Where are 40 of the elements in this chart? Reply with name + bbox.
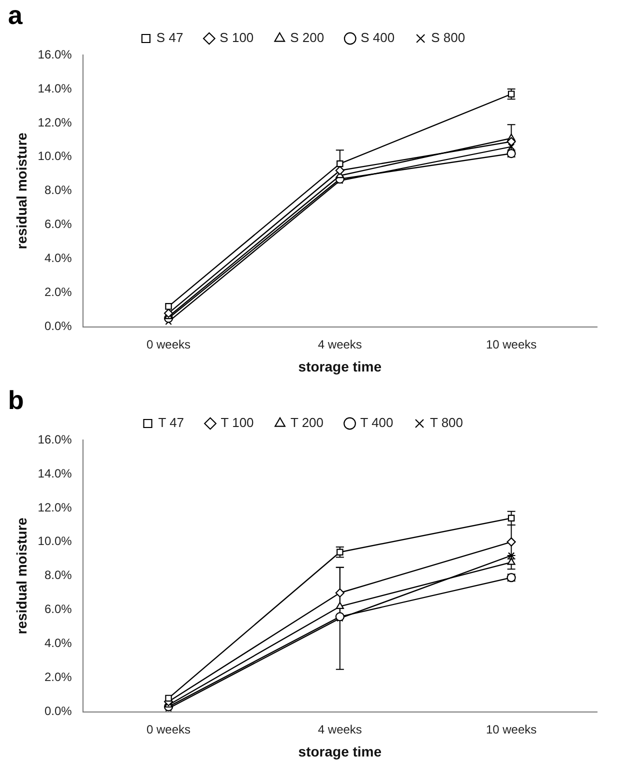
chart-title: a [8,0,22,31]
legend-label: T 100 [220,415,254,430]
chart-title: b [8,385,24,416]
legend-label: T 200 [290,415,324,430]
x-axis-title: storage time [298,358,382,374]
y-tick-label: 10.0% [38,149,72,164]
x-tick-label: 4 weeks [318,337,362,352]
y-tick-label: 12.0% [38,115,72,130]
y-tick-label: 8.0% [44,568,72,582]
legend-label: S 200 [290,30,324,46]
legend-label: T 800 [430,415,464,430]
legend-label: T 47 [158,415,184,430]
legend-label: S 47 [156,30,184,46]
x-axis-title: storage time [298,743,382,760]
y-tick-label: 4.0% [44,636,72,650]
legend-label: S 100 [220,30,254,46]
x-tick-label: 10 weeks [486,722,537,736]
y-tick-label: 16.0% [38,432,72,446]
y-tick-label: 14.0% [38,466,72,480]
y-tick-label: 12.0% [38,500,72,514]
y-tick-label: 2.0% [44,670,72,684]
y-tick-label: 14.0% [38,81,72,96]
legend-label: T 400 [360,415,394,430]
y-tick-label: 2.0% [44,285,72,300]
y-tick-label: 4.0% [44,251,72,266]
y-axis-title: residual moisture [13,517,30,634]
y-tick-label: 6.0% [44,217,72,232]
x-tick-label: 10 weeks [486,337,537,352]
y-tick-label: 10.0% [38,534,72,548]
legend-label: S 800 [431,30,466,46]
legend-label: S 400 [360,30,395,46]
y-tick-label: 8.0% [44,183,72,198]
x-tick-label: 0 weeks [146,337,191,352]
y-tick-label: 0.0% [44,704,72,718]
y-tick-label: 16.0% [38,47,72,62]
y-tick-label: 0.0% [44,319,72,334]
x-tick-label: 0 weeks [146,722,191,736]
y-tick-label: 6.0% [44,602,72,616]
y-axis-title: residual moisture [13,132,30,250]
x-tick-label: 4 weeks [318,722,362,736]
